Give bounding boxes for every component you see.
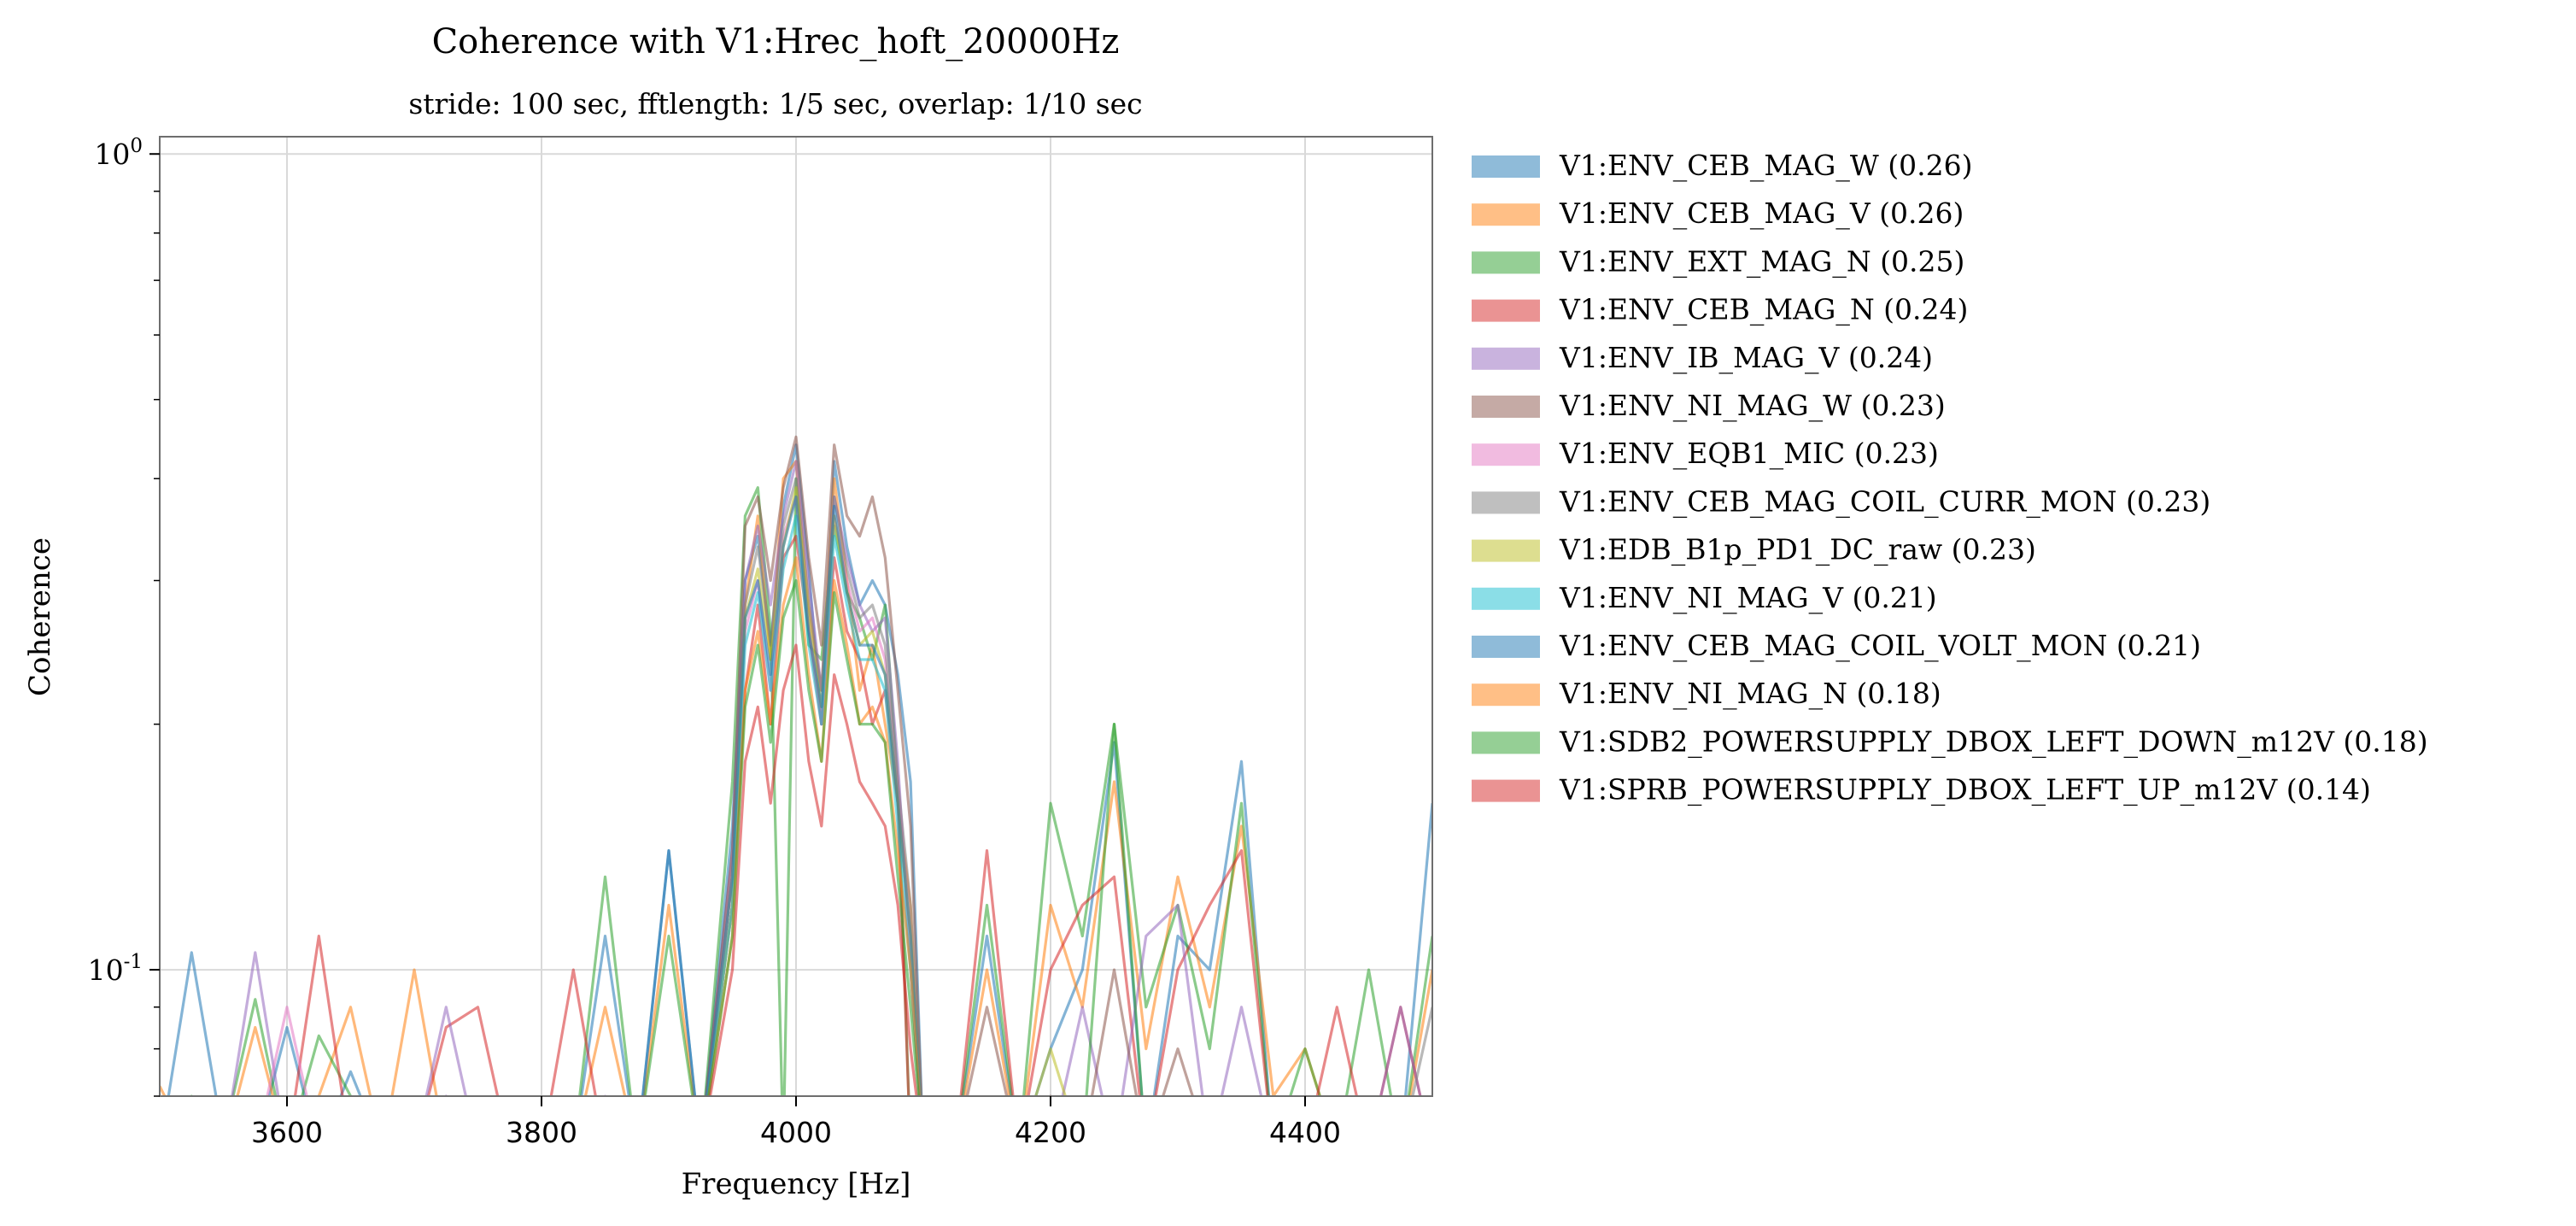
legend-label: V1:ENV_CEB_MAG_V (0.26)	[1559, 197, 1964, 231]
series-line-14	[708, 643, 918, 1096]
y-tick-label: 10-1	[88, 951, 143, 987]
legend-label: V1:ENV_NI_MAG_V (0.21)	[1559, 581, 1937, 615]
x-tick-label: 4000	[760, 1116, 832, 1149]
legend-label: V1:ENV_CEB_MAG_COIL_VOLT_MON (0.21)	[1559, 629, 2201, 663]
x-tick-label: 4400	[1269, 1116, 1341, 1149]
legend-swatch	[1472, 251, 1540, 274]
series-line-8	[705, 477, 1432, 1096]
legend-swatch	[1472, 347, 1540, 370]
legend-swatch	[1472, 731, 1540, 754]
chart-title: Coherence with V1:Hrec_hoft_20000Hz	[432, 22, 1120, 62]
y-axis-ticks: 100 10-1	[88, 135, 160, 1097]
legend-swatch	[1472, 203, 1540, 226]
series-line-13	[707, 578, 1144, 1096]
y-axis-label: Coherence	[23, 537, 57, 696]
legend-swatch	[1472, 443, 1540, 466]
x-tick-label: 3800	[506, 1116, 577, 1149]
series-line-6	[705, 435, 1194, 1096]
legend-label: V1:ENV_EQB1_MIC (0.23)	[1559, 437, 1939, 471]
series-line-10	[705, 514, 922, 1096]
series-line-5	[231, 460, 1422, 1096]
legend-label: V1:ENV_IB_MAG_V (0.24)	[1559, 341, 1933, 375]
x-axis-label: Frequency [Hz]	[682, 1167, 911, 1201]
legend-label: V1:ENV_CEB_MAG_W (0.26)	[1559, 149, 1972, 183]
legend-swatch	[1472, 779, 1540, 802]
legend-swatch	[1472, 539, 1540, 562]
legend-swatch	[1472, 636, 1540, 658]
chart-subtitle: stride: 100 sec, fftlength: 1/5 sec, ove…	[408, 87, 1142, 120]
series-layer	[160, 435, 1432, 1096]
legend-label: V1:ENV_CEB_MAG_N (0.24)	[1559, 293, 1968, 327]
legend-swatch	[1472, 155, 1540, 178]
legend-swatch	[1472, 683, 1540, 707]
x-tick-label: 4200	[1015, 1116, 1086, 1149]
series-line-12	[707, 556, 922, 1096]
legend-label: V1:SDB2_POWERSUPPLY_DBOX_LEFT_DOWN_m12V …	[1559, 724, 2428, 759]
legend: V1:ENV_CEB_MAG_W (0.26) V1:ENV_CEB_MAG_V …	[1472, 149, 2428, 807]
legend-label: V1:SPRB_POWERSUPPLY_DBOX_LEFT_UP_m12V (0…	[1559, 773, 2371, 807]
legend-swatch	[1472, 587, 1540, 610]
legend-label: V1:ENV_EXT_MAG_N (0.25)	[1559, 244, 1964, 279]
legend-label: V1:ENV_CEB_MAG_COIL_CURR_MON (0.23)	[1559, 484, 2210, 519]
series-line-11	[641, 495, 922, 1096]
legend-swatch	[1472, 299, 1540, 322]
x-tick-label: 3600	[251, 1116, 323, 1149]
legend-label: V1:ENV_NI_MAG_N (0.18)	[1559, 677, 1941, 711]
legend-label: V1:ENV_NI_MAG_W (0.23)	[1559, 389, 1946, 423]
legend-swatch	[1472, 396, 1540, 418]
x-axis-ticks: 3600 3800 4000 4200 4400	[251, 1096, 1341, 1149]
legend-label: V1:EDB_B1p_PD1_DC_raw (0.23)	[1559, 533, 2036, 567]
legend-swatch	[1472, 491, 1540, 514]
y-tick-label: 100	[94, 135, 143, 171]
